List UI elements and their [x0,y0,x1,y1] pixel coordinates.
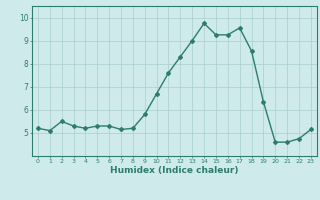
X-axis label: Humidex (Indice chaleur): Humidex (Indice chaleur) [110,166,239,175]
